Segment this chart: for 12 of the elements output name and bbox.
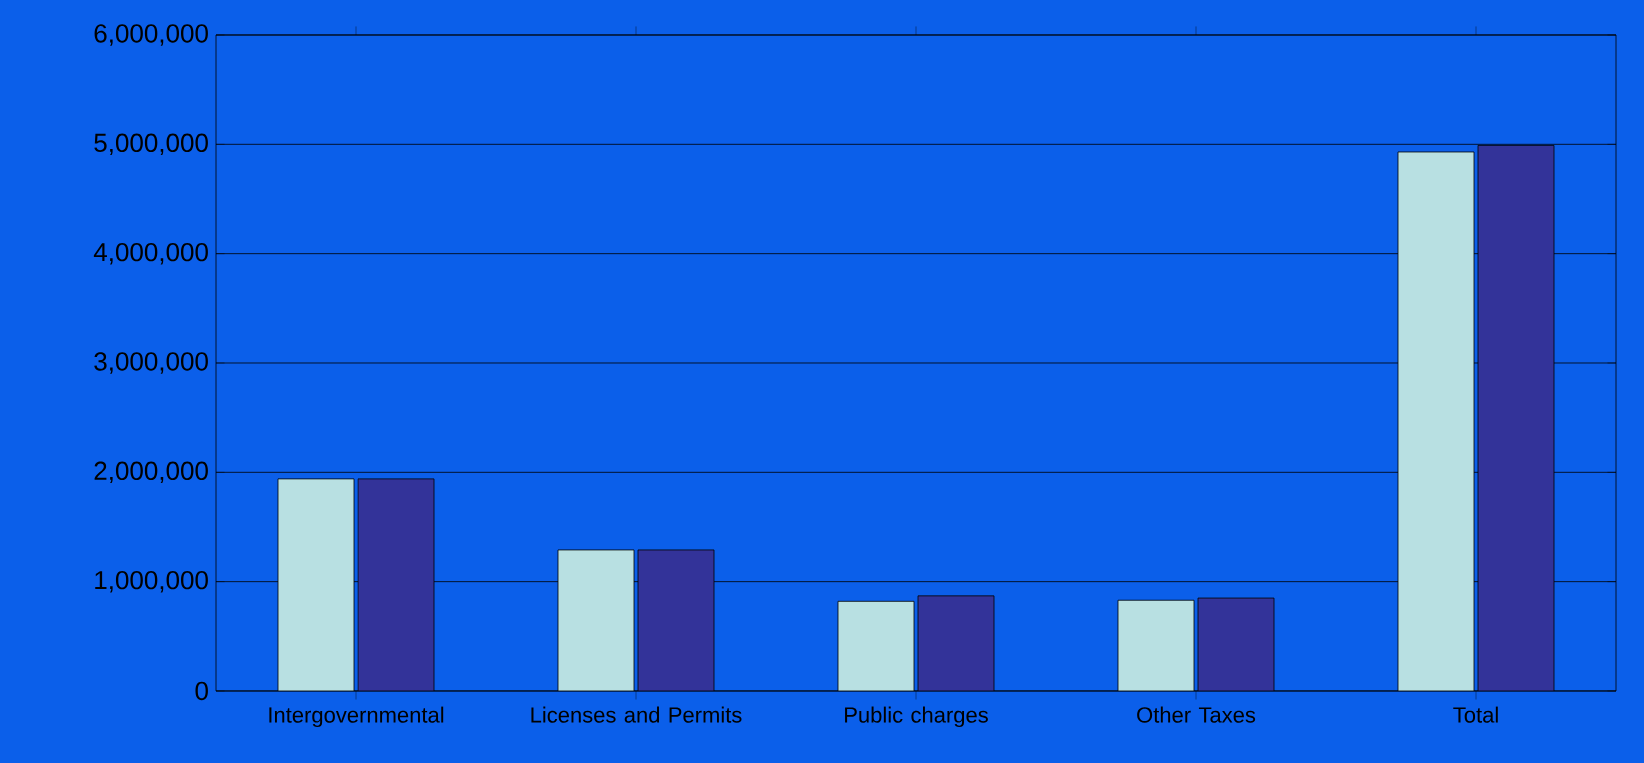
y-tick-label: 0 bbox=[195, 681, 208, 701]
y-tick-label: 3,000,000 bbox=[94, 352, 208, 374]
y-tick-label: 2,000,000 bbox=[94, 461, 208, 484]
y-tick-label: 5,000,000 bbox=[94, 133, 208, 156]
y-tick-label: 4,000,000 bbox=[93, 242, 208, 265]
x-tick-label: Public charges bbox=[845, 706, 988, 728]
y-tick-label: 6,000,000 bbox=[94, 24, 208, 46]
y-tick-label: 1,000,000 bbox=[95, 570, 208, 593]
x-tick-label: Other Taxes bbox=[1137, 706, 1256, 723]
x-tick-label: Total bbox=[1453, 706, 1498, 723]
x-tick-label: Licenses and Permits bbox=[531, 706, 742, 723]
x-tick-label: Intergovernmental bbox=[269, 706, 444, 728]
